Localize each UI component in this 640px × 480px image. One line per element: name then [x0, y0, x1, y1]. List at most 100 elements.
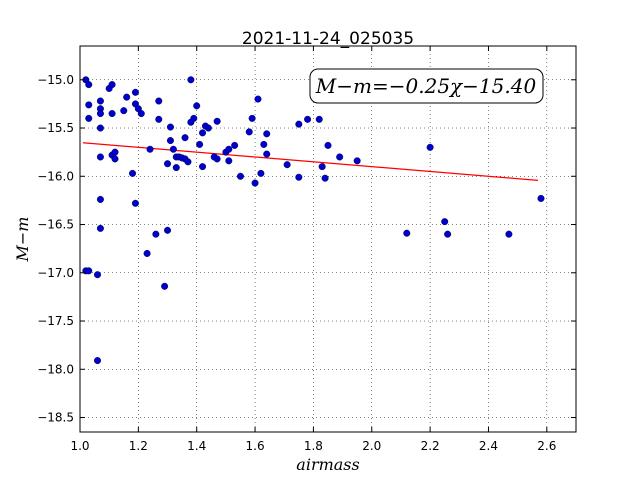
- y-tick-label: −18.5: [37, 411, 74, 425]
- y-tick-label: −16.0: [37, 169, 74, 183]
- data-point: [324, 141, 332, 149]
- y-axis-label: M−m: [13, 217, 32, 263]
- data-point: [152, 230, 160, 238]
- data-point: [108, 81, 116, 89]
- y-tick-label: −16.5: [37, 218, 74, 232]
- data-point: [304, 115, 312, 123]
- data-point: [111, 155, 119, 163]
- data-point: [426, 143, 434, 151]
- data-point: [85, 114, 93, 122]
- x-tick-label: 2.0: [362, 439, 381, 453]
- data-point: [315, 115, 323, 123]
- y-tick-label: −17.5: [37, 314, 74, 328]
- data-point: [85, 101, 93, 109]
- data-point: [336, 153, 344, 161]
- data-points: [82, 76, 545, 365]
- data-point: [283, 161, 291, 169]
- data-point: [131, 88, 139, 96]
- data-point: [85, 267, 93, 275]
- data-point: [120, 107, 128, 115]
- data-point: [213, 155, 221, 163]
- x-tick-label: 2.2: [421, 439, 440, 453]
- x-tick-label: 1.2: [129, 439, 148, 453]
- data-point: [199, 129, 207, 137]
- data-point: [96, 124, 104, 132]
- data-point: [164, 160, 172, 168]
- fit-line-group: [82, 142, 539, 181]
- data-point: [94, 357, 102, 365]
- data-point: [260, 140, 268, 148]
- data-point: [94, 271, 102, 279]
- data-point: [254, 95, 262, 103]
- data-point: [96, 195, 104, 203]
- data-point: [213, 117, 221, 125]
- data-point: [199, 163, 207, 171]
- x-tick-label: 1.4: [187, 439, 206, 453]
- data-point: [295, 120, 303, 128]
- data-point: [146, 145, 154, 153]
- y-tick-label: −15.5: [37, 121, 74, 135]
- x-tick-label: 1.6: [246, 439, 265, 453]
- data-point: [96, 97, 104, 105]
- fit-equation-text: M−m=−0.25χ−15.40: [315, 74, 537, 98]
- data-point: [204, 124, 212, 132]
- grid-lines: [80, 46, 576, 432]
- axis-ticks: 1.0 1.2 1.4 1.6 1.8 2.0 2.2 2.4 2.6 −15.0 −15.5 −16…: [37, 46, 576, 453]
- chart-title: 2021-11-24_025035: [242, 29, 414, 49]
- data-point: [321, 174, 329, 182]
- data-point: [129, 169, 137, 177]
- plot-area-frame: [79, 45, 577, 433]
- y-tick-label: −18.0: [37, 362, 74, 376]
- data-point: [251, 179, 259, 187]
- data-point: [96, 224, 104, 232]
- data-point: [155, 97, 163, 105]
- y-tick-label: −15.0: [37, 73, 74, 87]
- data-point: [123, 93, 131, 101]
- data-point: [263, 150, 271, 158]
- data-point: [169, 145, 177, 153]
- data-point: [96, 110, 104, 118]
- data-point: [166, 123, 174, 131]
- data-point: [537, 194, 545, 202]
- fit-equation-box: M−m=−0.25χ−15.40: [309, 68, 544, 104]
- fit-equation-frame: [309, 68, 544, 104]
- data-point: [318, 163, 326, 171]
- y-tick-label: −17.0: [37, 266, 74, 280]
- data-point: [441, 218, 449, 226]
- data-point: [108, 110, 116, 118]
- data-point: [295, 173, 303, 181]
- data-point: [172, 164, 180, 172]
- data-point: [403, 229, 411, 237]
- data-point: [187, 76, 195, 84]
- data-point: [245, 128, 253, 136]
- data-point: [257, 169, 265, 177]
- data-point: [184, 158, 192, 166]
- data-point: [166, 137, 174, 145]
- data-point: [193, 102, 201, 110]
- data-point: [196, 140, 204, 148]
- data-point: [111, 148, 119, 156]
- data-point: [231, 141, 239, 149]
- data-point: [190, 114, 198, 122]
- data-point: [225, 157, 233, 165]
- data-point: [131, 199, 139, 207]
- data-point: [353, 157, 361, 165]
- data-point: [225, 145, 233, 153]
- data-point: [444, 230, 452, 238]
- data-point: [263, 130, 271, 138]
- data-point: [137, 110, 145, 118]
- data-point: [164, 226, 172, 234]
- x-tick-label: 1.0: [70, 439, 89, 453]
- x-axis-label: airmass: [296, 455, 359, 474]
- data-point: [155, 115, 163, 123]
- data-point: [248, 114, 256, 122]
- data-point: [236, 172, 244, 180]
- data-point: [161, 282, 169, 290]
- data-point: [181, 134, 189, 142]
- x-tick-label: 2.4: [479, 439, 498, 453]
- x-tick-label: 2.6: [537, 439, 556, 453]
- data-point: [96, 153, 104, 161]
- data-point: [505, 230, 513, 238]
- fit-line: [82, 142, 539, 181]
